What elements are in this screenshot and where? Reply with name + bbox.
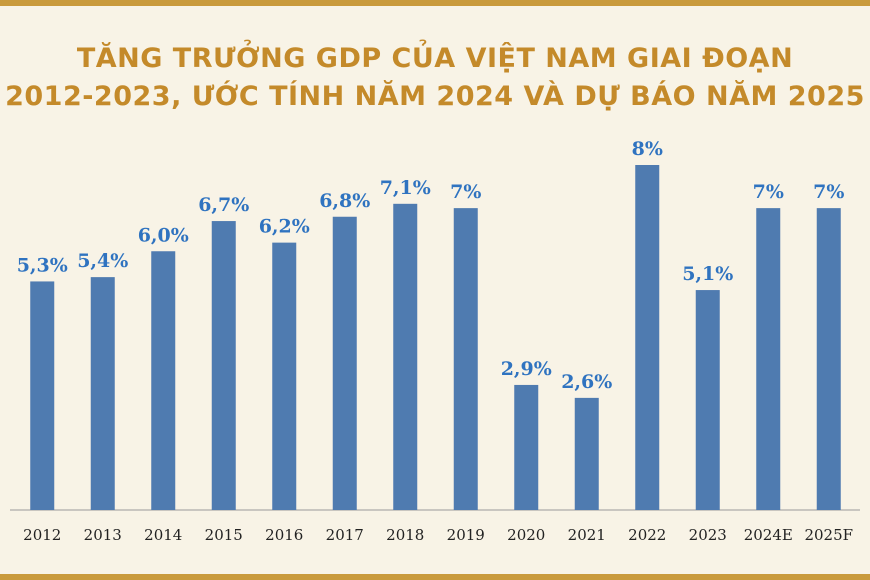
value-label-2019: 7%	[450, 181, 481, 203]
bar-2017	[332, 216, 357, 510]
bar-2015	[211, 221, 236, 510]
value-label-2020: 2,9%	[501, 358, 552, 380]
x-tick-label-2020: 2020	[507, 526, 545, 544]
bar-2019	[453, 208, 478, 510]
value-label-2025F: 7%	[813, 181, 844, 203]
value-label-2024E: 7%	[753, 181, 784, 203]
x-tick-label-2016: 2016	[265, 526, 303, 544]
value-label-2018: 7,1%	[380, 177, 431, 199]
bottom-border	[0, 574, 870, 580]
value-label-2013: 5,4%	[77, 250, 128, 272]
bar-2023	[695, 290, 720, 510]
x-tick-label-2015: 2015	[205, 526, 243, 544]
bar-2012	[30, 281, 55, 510]
value-label-2022: 8%	[632, 138, 663, 160]
x-tick-label-2018: 2018	[386, 526, 424, 544]
bar-2020	[514, 384, 539, 510]
chart-title-line-2: 2012-2023, ƯỚC TÍNH NĂM 2024 VÀ DỰ BÁO N…	[5, 81, 865, 112]
x-tick-label-2012: 2012	[23, 526, 61, 544]
bar-2022	[635, 165, 660, 510]
value-label-2015: 6,7%	[198, 194, 249, 216]
top-border	[0, 0, 870, 6]
x-tick-label-2019: 2019	[447, 526, 485, 544]
x-tick-label-2014: 2014	[144, 526, 182, 544]
x-tick-label-2023: 2023	[689, 526, 727, 544]
value-label-2014: 6,0%	[138, 224, 189, 246]
chart-title-line-1: TĂNG TRƯỞNG GDP CỦA VIỆT NAM GIAI ĐOẠN	[76, 43, 794, 74]
x-tick-label-2021: 2021	[568, 526, 606, 544]
x-tick-label-2022: 2022	[628, 526, 666, 544]
value-label-2017: 6,8%	[319, 190, 370, 212]
bar-2024E	[756, 208, 781, 510]
bar-2013	[90, 277, 115, 510]
x-tick-label-2025F: 2025F	[804, 526, 853, 544]
x-tick-label-2013: 2013	[84, 526, 122, 544]
x-tick-label-2017: 2017	[326, 526, 364, 544]
value-label-2021: 2,6%	[561, 371, 612, 393]
bar-2018	[393, 203, 418, 510]
value-label-2023: 5,1%	[682, 263, 733, 285]
bar-2021	[574, 397, 599, 510]
bar-2016	[272, 242, 297, 510]
value-label-2016: 6,2%	[259, 216, 310, 238]
bar-2014	[151, 251, 176, 510]
bar-2025F	[816, 208, 841, 510]
chart-title: TĂNG TRƯỞNG GDP CỦA VIỆT NAM GIAI ĐOẠN 2…	[0, 40, 870, 116]
x-tick-label-2024E: 2024E	[744, 526, 793, 544]
value-label-2012: 5,3%	[17, 254, 68, 276]
